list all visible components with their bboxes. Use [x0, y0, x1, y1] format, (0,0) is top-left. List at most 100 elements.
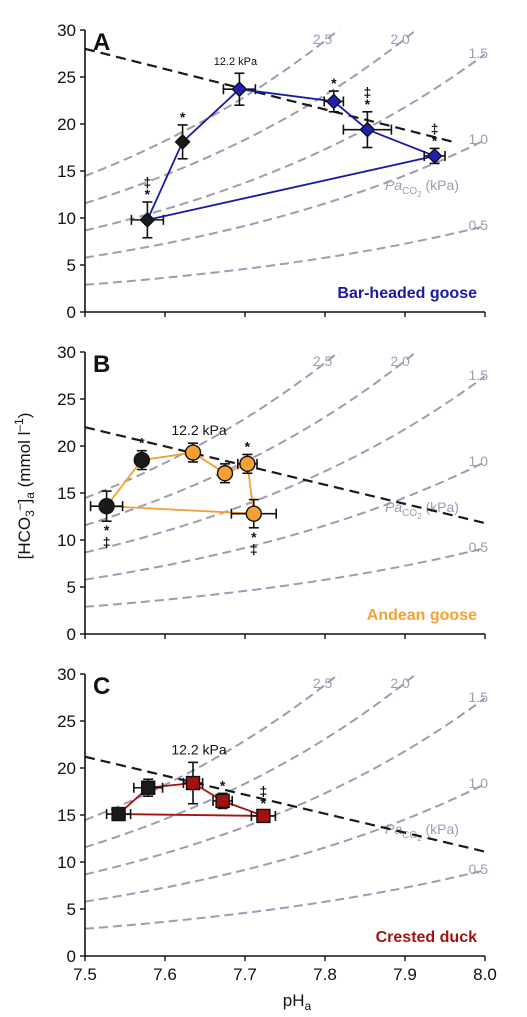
data-point: *‡: [423, 120, 446, 165]
significance-mark: ‡: [364, 84, 372, 100]
x-tick-label: 7.6: [153, 965, 177, 984]
diamond-marker: [231, 81, 248, 98]
diamond-marker: [359, 121, 376, 138]
buffer-line: [84, 47, 458, 144]
y-tick-label: 15: [57, 806, 76, 825]
data-point: *‡: [130, 174, 165, 239]
square-marker: [140, 780, 156, 795]
y-axis-label-sub: 3: [23, 510, 37, 517]
buffer-line: [84, 426, 486, 525]
y-tick-label: 30: [57, 343, 76, 362]
isopleth-1.0: [85, 783, 485, 903]
significance-mark: *: [331, 75, 337, 91]
paco2-label: PaCO2 (kPa): [385, 821, 459, 843]
y-tick-label: 30: [57, 665, 76, 684]
circle-marker: [133, 451, 151, 469]
y-axis-label-units-sup: –1: [12, 418, 26, 432]
panel-letter: C: [93, 673, 110, 700]
data-point: [216, 463, 234, 484]
y-tick-label: 25: [57, 712, 76, 731]
paco2-label-sub: CO: [402, 186, 417, 197]
annotation-12-2-kpa: 12.2 kPa: [214, 56, 258, 68]
significance-mark: ‡: [431, 120, 439, 136]
square-marker: [215, 793, 230, 809]
isopleth-2.0: [85, 352, 418, 527]
y-tick-label: 5: [67, 900, 76, 919]
isopleth-1.0: [85, 139, 485, 259]
isopleth-1.5: [85, 697, 485, 876]
x-axis-label-main: pH: [283, 991, 305, 1010]
paco2-label-main: Pa: [385, 177, 402, 193]
data-point: *‡: [89, 490, 124, 550]
data-point: [222, 72, 257, 106]
paco2-label-units: (kPa): [422, 821, 459, 837]
data-point: [105, 806, 132, 822]
isopleth-group: [85, 30, 485, 286]
square-marker: [111, 806, 126, 822]
y-tick-label: 0: [67, 625, 76, 644]
significance-mark: ‡: [103, 534, 111, 550]
paco2-label-sub: CO: [402, 830, 417, 841]
significance-mark: *: [220, 777, 226, 793]
circle-marker: [216, 465, 234, 482]
panel-letter: A: [93, 29, 110, 56]
y-tick-label: 25: [57, 68, 76, 87]
significance-mark: *: [139, 435, 145, 451]
paco2-label-units: (kPa): [422, 499, 459, 515]
significance-mark: *: [251, 529, 257, 545]
paco2-label-sub: CO: [402, 508, 417, 519]
y-axis-label-main: [HCO: [15, 517, 34, 560]
isopleth-0.5: [85, 869, 485, 930]
isopleth-label: 2.0: [390, 31, 410, 47]
isopleth-1.5: [85, 53, 485, 232]
diamond-marker: [325, 93, 342, 110]
isopleth-group: [85, 352, 485, 608]
y-axis-label-sup: –: [12, 503, 26, 510]
isopleth-2.5: [85, 352, 341, 500]
isopleth-label: 1.0: [469, 131, 489, 147]
data-point: *: [323, 75, 345, 113]
isopleth-2.5: [85, 30, 341, 178]
significance-mark: ‡: [144, 174, 152, 190]
isopleth-label: 2.5: [313, 353, 333, 369]
data-point: *‡: [250, 783, 277, 824]
isopleth-2.0: [85, 30, 418, 205]
significance-mark: *: [145, 186, 151, 202]
isopleth-1.5: [85, 375, 485, 554]
isopleth-label: 2.0: [390, 675, 410, 691]
paco2-label-main: Pa: [385, 499, 402, 515]
species-label: Bar-headed goose: [337, 285, 477, 302]
isopleth-label: 0.5: [469, 217, 489, 233]
square-marker: [256, 808, 271, 824]
significance-mark: *: [432, 132, 438, 148]
isopleth-label: 0.5: [469, 539, 489, 555]
y-tick-label: 20: [57, 115, 76, 134]
y-axis-label-units-close: ): [15, 413, 34, 419]
isopleth-label: 0.5: [469, 861, 489, 877]
isopleth-0.5: [85, 225, 485, 286]
significance-mark: ‡: [250, 541, 258, 557]
significance-mark: *: [180, 109, 186, 125]
paco2-label-sub2: 2: [417, 512, 422, 521]
isopleth-1.0: [85, 461, 485, 581]
paco2-label-sub2: 2: [417, 190, 422, 199]
data-point: [133, 778, 164, 798]
x-tick-label: 8.0: [473, 965, 497, 984]
circle-marker: [239, 455, 256, 473]
paco2-label-sub2: 2: [417, 834, 422, 843]
y-tick-label: 20: [57, 759, 76, 778]
data-point: *‡: [342, 84, 393, 149]
circle-marker: [245, 505, 263, 522]
significance-mark: *: [365, 96, 371, 112]
data-point: *: [133, 435, 151, 471]
x-tick-label: 7.5: [73, 965, 97, 984]
paco2-label-main: Pa: [385, 821, 402, 837]
paco2-label: PaCO2 (kPa): [385, 177, 459, 199]
circle-marker: [98, 497, 115, 515]
data-point: *: [174, 109, 191, 160]
isopleth-label: 1.0: [469, 775, 489, 791]
y-axis-label-units: (mmol l: [15, 432, 34, 492]
